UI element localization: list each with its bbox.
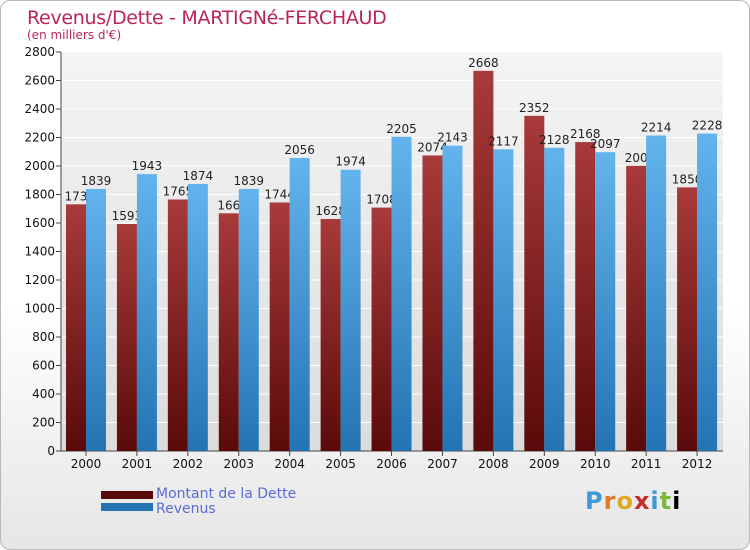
- revenue-bar: [493, 149, 514, 451]
- legend-label-revenue: Revenus: [156, 501, 216, 517]
- debt-data-label: 1765: [163, 184, 194, 198]
- revenue-data-label: 2117: [488, 134, 519, 148]
- debt-data-label: 200: [625, 151, 648, 165]
- debt-bar: [473, 70, 494, 451]
- revenue-data-label: 1974: [335, 155, 366, 169]
- revenue-data-label: 2128: [539, 133, 570, 147]
- y-tick-label: 1400: [24, 245, 55, 259]
- x-tick-label: 2005: [325, 457, 356, 471]
- revenue-bar: [289, 158, 310, 451]
- revenue-data-label: 2228: [692, 119, 723, 133]
- x-tick-label: 2002: [173, 457, 204, 471]
- proxiti-logo: Proxiti: [585, 487, 682, 515]
- revenue-bar: [391, 136, 412, 451]
- revenue-bar: [187, 183, 208, 451]
- revenue-data-label: 2205: [386, 122, 417, 136]
- x-tick-label: 2001: [122, 457, 153, 471]
- revenue-bar: [86, 188, 106, 451]
- revenue-bar: [238, 188, 259, 451]
- debt-bar: [677, 187, 698, 451]
- revenue-data-label: 1874: [183, 169, 214, 183]
- debt-bar: [422, 155, 443, 451]
- x-tick-label: 2004: [274, 457, 305, 471]
- revenue-data-label: 2214: [641, 121, 672, 135]
- chart-title: Revenus/Dette - MARTIGNé-FERCHAUD: [27, 7, 387, 29]
- x-tick-label: 2003: [223, 457, 254, 471]
- revenue-bar: [136, 174, 157, 451]
- y-tick-label: 800: [32, 330, 55, 344]
- debt-data-label: 2074: [417, 140, 448, 154]
- x-tick-label: 2007: [427, 457, 458, 471]
- debt-bar: [320, 219, 341, 451]
- revenue-bar: [697, 133, 718, 451]
- debt-bar: [371, 207, 392, 451]
- revenue-data-label: 2143: [437, 131, 468, 145]
- debt-bar: [218, 213, 239, 451]
- revenue-bar: [646, 135, 667, 451]
- debt-data-label: 2168: [570, 127, 601, 141]
- revenue-data-label: 1839: [233, 174, 264, 188]
- debt-bar: [575, 142, 596, 451]
- y-tick-label: 1000: [24, 302, 55, 316]
- x-tick-label: 2000: [71, 457, 102, 471]
- y-tick-label: 1600: [24, 216, 55, 230]
- debt-data-label: 1744: [264, 187, 295, 201]
- y-tick-label: 1200: [24, 273, 55, 287]
- debt-bar: [626, 165, 647, 452]
- debt-data-label: 2668: [468, 56, 499, 70]
- debt-bar: [524, 115, 545, 451]
- debt-bar: [116, 223, 137, 451]
- x-tick-label: 2010: [580, 457, 611, 471]
- debt-data-label: 2352: [519, 101, 550, 115]
- x-tick-label: 2012: [682, 457, 713, 471]
- y-tick-label: 400: [32, 387, 55, 401]
- revenue-data-label: 1839: [81, 174, 112, 188]
- y-tick-label: 200: [32, 416, 55, 430]
- debt-bar: [66, 204, 86, 451]
- y-tick-label: 600: [32, 359, 55, 373]
- revenue-bar: [544, 147, 565, 451]
- y-tick-label: 2000: [24, 159, 55, 173]
- x-tick-label: 2009: [529, 457, 560, 471]
- y-tick-label: 2200: [24, 131, 55, 145]
- x-tick-label: 2006: [376, 457, 407, 471]
- revenue-bar: [595, 152, 616, 452]
- y-tick-label: 2600: [24, 74, 55, 88]
- y-tick-label: 2400: [24, 102, 55, 116]
- x-tick-label: 2008: [478, 457, 509, 471]
- debt-data-label: 1850: [672, 172, 703, 186]
- revenue-data-label: 2097: [590, 137, 621, 151]
- revenue-bar: [442, 145, 463, 451]
- debt-data-label: 173: [65, 189, 88, 203]
- y-tick-label: 1800: [24, 188, 55, 202]
- revenue-data-label: 1943: [132, 159, 163, 173]
- debt-data-label: 166: [217, 198, 240, 212]
- legend-swatch-debt: [101, 491, 153, 499]
- debt-data-label: 1593: [112, 209, 143, 223]
- debt-bar: [167, 199, 188, 451]
- legend-swatch-revenue: [101, 503, 153, 511]
- revenue-bar: [340, 169, 361, 451]
- debt-data-label: 1708: [366, 193, 397, 207]
- legend-label-debt: Montant de la Dette: [156, 486, 297, 502]
- debt-data-label: 1628: [315, 204, 346, 218]
- chart-subtitle: (en milliers d'€): [27, 28, 122, 42]
- y-tick-label: 0: [47, 444, 55, 458]
- y-tick-label: 2800: [24, 45, 55, 59]
- debt-bar: [269, 202, 290, 451]
- x-tick-label: 2011: [631, 457, 662, 471]
- revenue-data-label: 2056: [284, 143, 315, 157]
